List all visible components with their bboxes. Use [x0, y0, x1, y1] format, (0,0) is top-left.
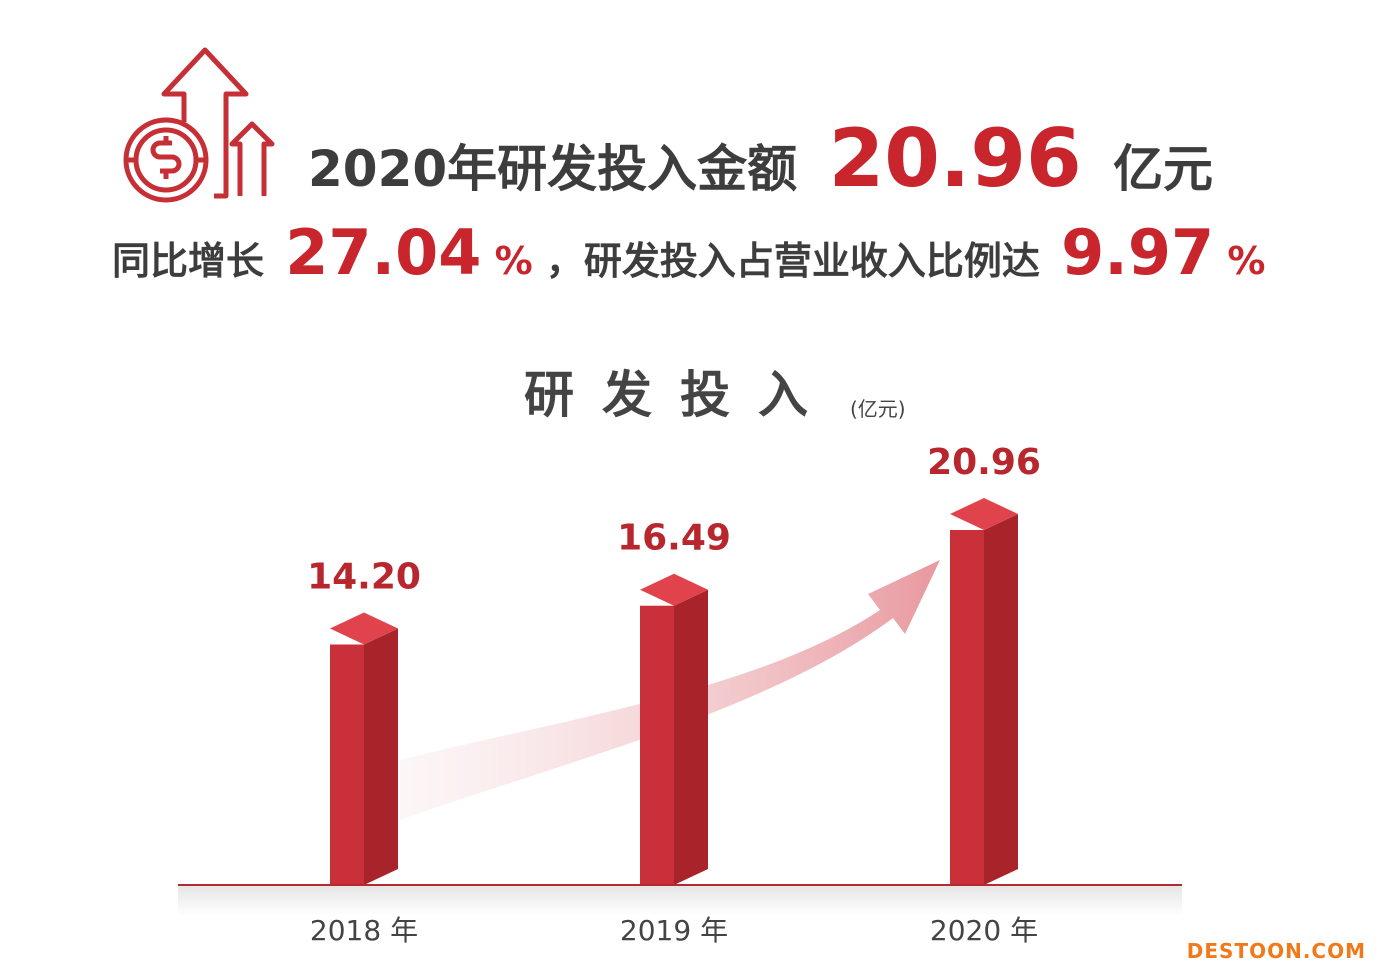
bar-front: [950, 530, 984, 885]
chart-title: 研发投入: [524, 366, 836, 424]
growth-unit: %: [495, 239, 533, 283]
bar-side: [984, 514, 1018, 885]
ratio-unit: %: [1227, 239, 1265, 283]
headline: 2020年研发投入金额 20.96 亿元: [308, 112, 1213, 205]
subline-text: ，研发投入占营业收入比例达: [546, 239, 1040, 283]
headline-unit: 亿元: [1113, 140, 1213, 198]
x-tick-label: 2019 年: [620, 914, 728, 947]
bar-side: [674, 589, 708, 885]
value-label: 16.49: [617, 518, 731, 559]
bar-front: [640, 605, 674, 885]
bar-top: [640, 573, 708, 606]
headline-amount: 20.96: [829, 112, 1082, 205]
growth-rate: 27.04: [285, 216, 481, 289]
bars: 14.20 16.49 20.96: [307, 442, 1041, 885]
subline-text: 同比增长: [112, 239, 264, 283]
headline-text: 2020年研发投入金额: [308, 140, 797, 198]
x-tick-label: 2020 年: [930, 914, 1038, 947]
value-label: 14.20: [307, 556, 421, 597]
value-label: 20.96: [927, 442, 1041, 483]
bar-top: [950, 498, 1018, 530]
ratio: 9.97: [1061, 216, 1214, 289]
bar-top: [330, 612, 398, 645]
money-growth-icon: [123, 47, 275, 203]
chart-unit: (亿元): [850, 397, 906, 421]
subline: 同比增长 27.04 % ，研发投入占营业收入比例达 9.97 %: [112, 216, 1265, 289]
trend-arrow: [400, 560, 940, 820]
x-tick-label: 2018 年: [310, 914, 418, 947]
bar-front: [330, 644, 364, 885]
bar-side: [364, 628, 398, 885]
watermark: DESTOON.COM: [1187, 939, 1366, 963]
floor-shadow: [178, 886, 1182, 916]
